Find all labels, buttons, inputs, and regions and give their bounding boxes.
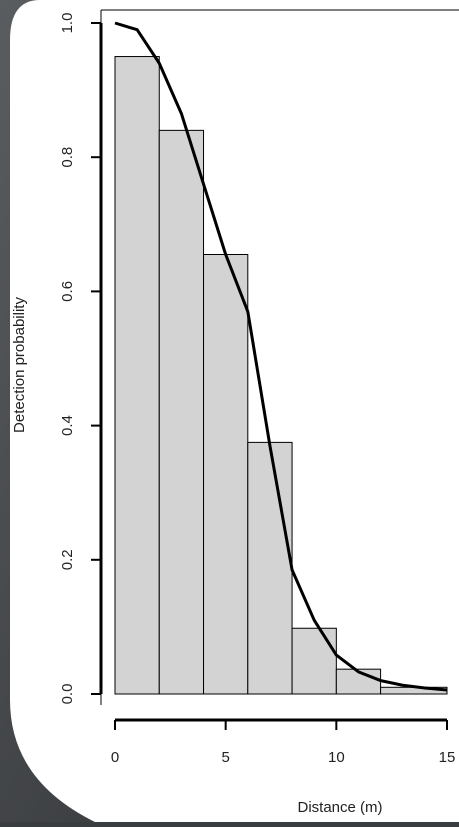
y-tick-label: 0.4 <box>59 415 76 436</box>
bar <box>203 253 249 695</box>
bar <box>247 441 293 695</box>
y-tick-label: 0.6 <box>59 281 76 302</box>
y-axis-label: Detection probability <box>11 297 28 433</box>
bar <box>114 56 160 695</box>
detection-curve <box>114 21 448 692</box>
y-tick-label: 0.8 <box>59 147 76 168</box>
bar <box>291 627 337 695</box>
y-tick-label: 0.2 <box>59 549 76 570</box>
x-tick-label: 15 <box>439 749 456 766</box>
bar <box>335 668 382 695</box>
bar <box>158 129 205 695</box>
x-tick-label: 10 <box>328 749 345 766</box>
y-tick-label: 1.0 <box>59 13 76 34</box>
x-axis-label: Distance (m) <box>297 799 382 816</box>
x-tick-label: 0 <box>111 749 119 766</box>
x-tick-label: 5 <box>221 749 229 766</box>
y-tick-label: 0.0 <box>59 684 76 705</box>
